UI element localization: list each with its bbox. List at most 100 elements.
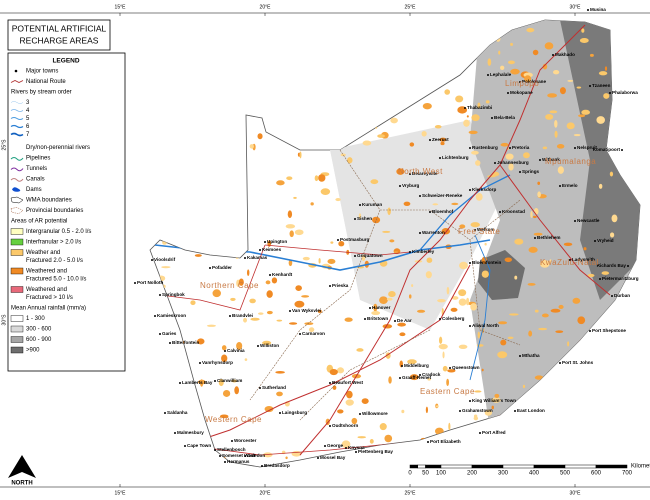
ar-area bbox=[500, 339, 507, 346]
town-label: Port Shepstone bbox=[592, 328, 626, 333]
town-label: Komatipoort bbox=[593, 147, 621, 152]
ar-area bbox=[546, 412, 549, 417]
town-dot bbox=[469, 325, 471, 327]
ar-area bbox=[243, 317, 248, 323]
ar-area bbox=[212, 289, 221, 298]
ar-area bbox=[396, 168, 405, 175]
ar-area bbox=[315, 60, 321, 68]
ar-area bbox=[457, 60, 465, 69]
ar-area bbox=[318, 174, 326, 182]
town-label: Rustenburg bbox=[472, 145, 498, 150]
ar-area bbox=[387, 207, 391, 215]
town-dot bbox=[345, 447, 347, 449]
legend: Major towns National Route Rivers by strea… bbox=[10, 69, 91, 354]
ar-area bbox=[346, 157, 353, 164]
town-dot bbox=[552, 54, 554, 56]
ar-area bbox=[528, 330, 533, 337]
ar-area bbox=[446, 286, 450, 295]
ar-area bbox=[161, 266, 171, 269]
ar-area bbox=[411, 284, 414, 287]
town-label: Stellenbosch bbox=[217, 447, 246, 452]
town-dot bbox=[179, 382, 181, 384]
ar-area bbox=[409, 142, 415, 147]
ar-area bbox=[548, 413, 557, 420]
town-dot bbox=[244, 455, 246, 457]
town-label: Garies bbox=[162, 331, 177, 336]
ar-area bbox=[336, 367, 345, 374]
town-label: Carnarvon bbox=[302, 331, 325, 336]
ar-area bbox=[291, 101, 301, 108]
ar-area bbox=[485, 100, 490, 104]
legend-item: >900 bbox=[10, 346, 40, 354]
town-label: Hanover bbox=[372, 305, 391, 310]
legend-box bbox=[7, 52, 126, 372]
ar-area bbox=[293, 196, 297, 199]
ar-area bbox=[505, 153, 514, 160]
town-dot bbox=[479, 432, 481, 434]
legend-item: Areas of AR potential bbox=[11, 219, 67, 225]
ar-area bbox=[221, 345, 227, 351]
ar-area bbox=[246, 269, 250, 277]
town-dot bbox=[559, 362, 561, 364]
legend-label: Weathered and bbox=[26, 287, 67, 293]
title-box bbox=[7, 19, 111, 51]
scale-label: 200 bbox=[467, 471, 478, 477]
longitude-label: 15°E bbox=[115, 490, 127, 496]
legend-label: 300 - 600 bbox=[26, 327, 52, 333]
ar-area bbox=[589, 53, 594, 57]
ar-area bbox=[224, 117, 228, 122]
legend-item: Pipelines bbox=[10, 156, 50, 162]
ar-area bbox=[301, 295, 310, 298]
ar-area bbox=[583, 247, 587, 251]
ar-area bbox=[451, 202, 459, 206]
ar-area bbox=[500, 142, 509, 147]
legend-symbol bbox=[10, 178, 24, 182]
ar-area bbox=[222, 390, 231, 397]
ar-area bbox=[399, 332, 406, 337]
ar-area bbox=[444, 89, 451, 95]
ar-area bbox=[171, 142, 178, 149]
scale-unit: Kilometers bbox=[631, 464, 650, 470]
legend-symbol bbox=[10, 132, 24, 137]
ar-area bbox=[510, 42, 513, 46]
ar-area bbox=[341, 440, 351, 449]
ar-area bbox=[442, 365, 448, 372]
ar-area bbox=[458, 298, 467, 306]
ar-area bbox=[294, 229, 304, 236]
legend-symbol bbox=[10, 315, 24, 322]
town-label: Bethlehem bbox=[537, 235, 561, 240]
ar-area bbox=[207, 234, 214, 237]
ar-area bbox=[596, 405, 606, 412]
town-dot bbox=[257, 345, 259, 347]
ar-area bbox=[559, 87, 566, 95]
town-label: Kimberley bbox=[412, 249, 435, 254]
town-dot bbox=[394, 320, 396, 322]
town-dot bbox=[574, 147, 576, 149]
legend-symbol bbox=[10, 124, 24, 129]
town-dot bbox=[439, 318, 441, 320]
ar-area bbox=[304, 322, 314, 325]
legend-item: 3 bbox=[10, 100, 30, 106]
ar-area bbox=[498, 321, 508, 325]
ar-area bbox=[287, 210, 293, 219]
town-label: Pofadder bbox=[212, 265, 232, 270]
legend-item: Dams bbox=[12, 187, 42, 193]
ar-area bbox=[555, 330, 564, 333]
town-dot bbox=[299, 333, 301, 335]
ar-area bbox=[435, 29, 440, 36]
ar-area bbox=[466, 115, 469, 118]
ar-area bbox=[594, 439, 598, 442]
scale-label: 400 bbox=[529, 471, 540, 477]
ar-area bbox=[409, 374, 419, 381]
ar-area bbox=[339, 92, 343, 101]
graticule: 15°E 15°E 20°E 20°E 25°E 25°E 30°E 30°E 25°S 30°S bbox=[1, 4, 581, 496]
ar-area bbox=[173, 351, 179, 358]
ar-area bbox=[330, 114, 339, 122]
legend-item: 5 bbox=[10, 116, 30, 122]
legend-symbol bbox=[10, 196, 24, 204]
town-dot bbox=[409, 173, 411, 175]
town-label: George bbox=[327, 443, 344, 448]
ar-area bbox=[161, 389, 165, 394]
legend-item: Weather and Fractured 2.0 - 5.0 l/s bbox=[10, 249, 83, 264]
town-dot bbox=[261, 465, 263, 467]
